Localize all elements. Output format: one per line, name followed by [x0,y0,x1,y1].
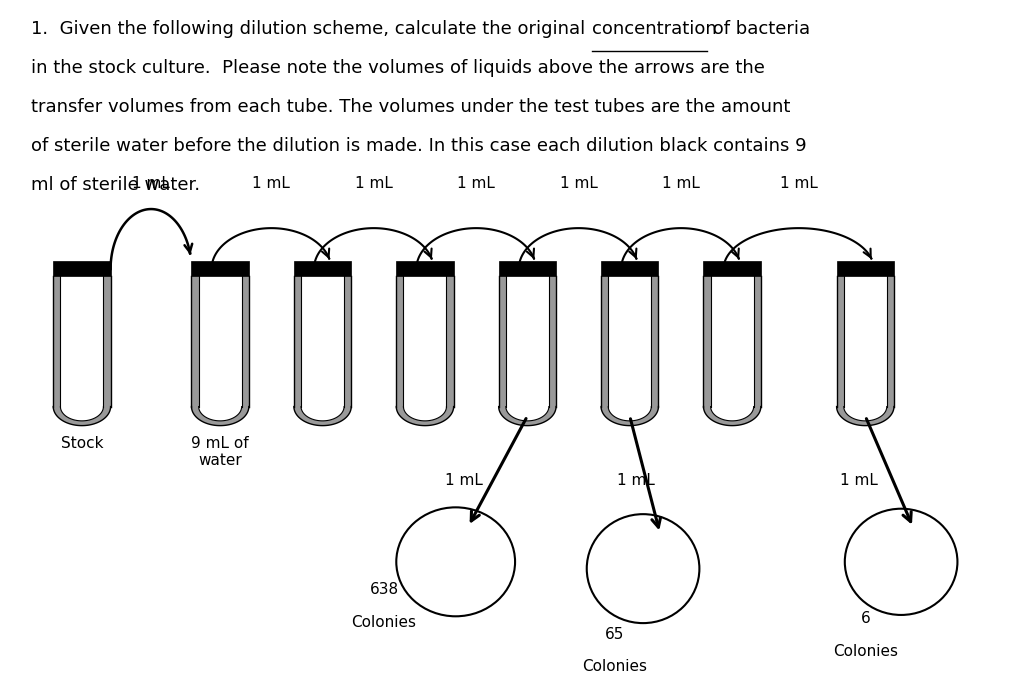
Polygon shape [837,276,844,407]
Polygon shape [703,261,761,276]
Text: 6: 6 [860,611,870,626]
Polygon shape [601,276,608,407]
Text: 1 mL: 1 mL [560,176,597,191]
Polygon shape [446,276,454,407]
Polygon shape [703,407,761,426]
Polygon shape [301,407,344,421]
Polygon shape [754,276,761,407]
Text: 1 mL: 1 mL [780,176,817,191]
Polygon shape [499,261,556,276]
Text: Colonies: Colonies [351,615,417,630]
Polygon shape [191,261,249,276]
Polygon shape [301,276,344,407]
Polygon shape [711,407,754,421]
Polygon shape [844,407,887,421]
Polygon shape [396,407,454,426]
Polygon shape [549,276,556,407]
Polygon shape [199,276,242,407]
Text: concentration: concentration [592,20,717,38]
Text: 1 mL: 1 mL [253,176,290,191]
Text: 1 mL: 1 mL [132,176,170,191]
Polygon shape [844,276,887,407]
Text: 1 mL: 1 mL [355,176,392,191]
Polygon shape [711,276,754,407]
Polygon shape [887,276,894,407]
Polygon shape [608,407,651,421]
Polygon shape [499,407,556,426]
Text: in the stock culture.  Please note the volumes of liquids above the arrows are t: in the stock culture. Please note the vo… [31,59,765,77]
Polygon shape [396,276,403,407]
Text: Colonies: Colonies [833,644,898,659]
Polygon shape [60,407,103,421]
Text: of bacteria: of bacteria [707,20,810,38]
Polygon shape [294,276,301,407]
Polygon shape [506,276,549,407]
Polygon shape [191,407,249,426]
Polygon shape [703,276,711,407]
Ellipse shape [396,507,515,616]
Text: 65: 65 [605,627,624,642]
Text: 1 mL: 1 mL [458,176,495,191]
Polygon shape [499,276,506,407]
Polygon shape [837,261,894,276]
Text: 1 mL: 1 mL [663,176,699,191]
Polygon shape [294,407,351,426]
Polygon shape [53,276,60,407]
Text: of sterile water before the dilution is made. In this case each dilution black c: of sterile water before the dilution is … [31,137,806,155]
Text: 1 mL: 1 mL [617,473,655,488]
Polygon shape [601,407,658,426]
Polygon shape [396,261,454,276]
Text: ml of sterile water.: ml of sterile water. [31,176,200,193]
Polygon shape [837,407,894,426]
Text: Stock: Stock [60,436,103,451]
Text: Colonies: Colonies [582,659,647,674]
Text: 1.  Given the following dilution scheme, calculate the original: 1. Given the following dilution scheme, … [31,20,591,38]
Polygon shape [53,407,111,426]
Polygon shape [608,276,651,407]
Polygon shape [651,276,658,407]
Text: transfer volumes from each tube. The volumes under the test tubes are the amount: transfer volumes from each tube. The vol… [31,98,791,116]
Ellipse shape [845,509,957,615]
Polygon shape [60,276,103,407]
Polygon shape [103,276,111,407]
Polygon shape [191,276,199,407]
Text: 1 mL: 1 mL [445,473,483,488]
Polygon shape [403,407,446,421]
Polygon shape [294,261,351,276]
Text: 638: 638 [370,582,398,597]
Text: 9 mL of
water: 9 mL of water [191,436,249,469]
Polygon shape [344,276,351,407]
Ellipse shape [587,514,699,623]
Polygon shape [199,407,242,421]
Polygon shape [601,261,658,276]
Polygon shape [403,276,446,407]
Polygon shape [242,276,249,407]
Polygon shape [506,407,549,421]
Polygon shape [53,261,111,276]
Text: 1 mL: 1 mL [840,473,878,488]
